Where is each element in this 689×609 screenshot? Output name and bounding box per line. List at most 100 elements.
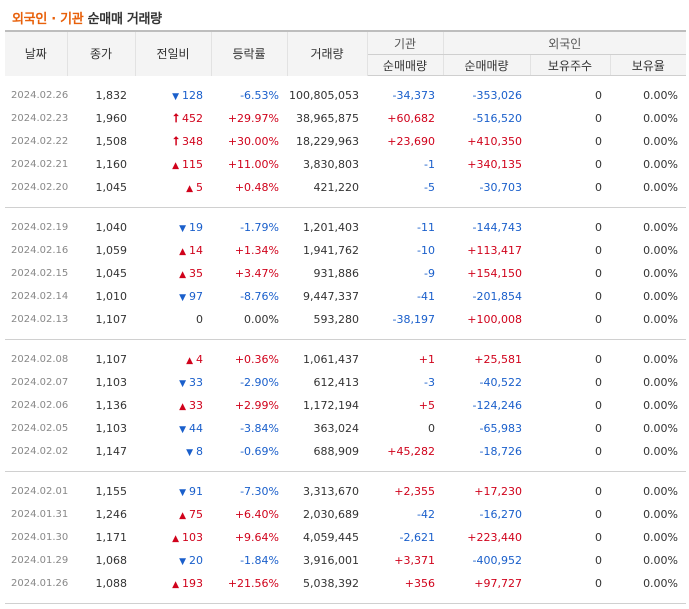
group-spacer — [5, 199, 686, 208]
row-date: 2024.02.13 — [11, 314, 69, 325]
group-divider — [5, 603, 687, 604]
row-change-value: 33 — [189, 399, 203, 412]
row-close: 1,832 — [95, 89, 128, 102]
row-foreign-shares: 0 — [595, 89, 602, 102]
row-close: 1,155 — [95, 485, 128, 498]
row-foreign-ratio: 0.00% — [643, 577, 679, 590]
row-close: 1,088 — [95, 577, 128, 590]
row-inst-net: +45,282 — [387, 445, 435, 458]
row-change-value: 44 — [189, 422, 203, 435]
row-rate: +2.99% — [234, 399, 279, 412]
row-foreign-ratio: 0.00% — [643, 554, 679, 567]
table-row: 2024.02.20 1,045 ▲ 5 +0.48% 421,220 -5 -30,703 0… — [5, 176, 686, 199]
row-date: 2024.02.06 — [11, 400, 69, 411]
row-date: 2024.02.23 — [11, 113, 69, 124]
row-change: ▲ 35 — [135, 262, 211, 285]
row-foreign-ratio: 0.00% — [643, 376, 679, 389]
row-close: 1,045 — [95, 181, 128, 194]
row-foreign-shares: 0 — [595, 353, 602, 366]
col-change: 전일비 — [135, 30, 212, 76]
row-foreign-shares: 0 — [595, 313, 602, 326]
row-inst-net: -34,373 — [392, 89, 435, 102]
row-foreign-shares: 0 — [595, 577, 602, 590]
group-spacer — [5, 463, 686, 472]
row-volume: 38,965,875 — [296, 112, 359, 125]
row-close: 1,246 — [95, 508, 128, 521]
row-foreign-net: -16,270 — [479, 508, 522, 521]
row-change: ▼ 44 — [135, 417, 211, 440]
row-inst-net: +356 — [404, 577, 435, 590]
row-date: 2024.02.01 — [11, 486, 69, 497]
row-foreign-net: -65,983 — [479, 422, 522, 435]
row-foreign-shares: 0 — [595, 531, 602, 544]
row-foreign-ratio: 0.00% — [643, 221, 679, 234]
table-row: 2024.02.08 1,107 ▲ 4 +0.36% 1,061,437 +1 +25,58… — [5, 348, 686, 371]
triangle-down-icon: ▼ — [179, 488, 186, 498]
row-change: ▲ 4 — [135, 348, 211, 371]
triangle-up-icon: ▲ — [172, 580, 179, 590]
row-foreign-shares: 0 — [595, 267, 602, 280]
row-volume: 363,024 — [313, 422, 360, 435]
row-close: 1,068 — [95, 554, 128, 567]
row-foreign-ratio: 0.00% — [643, 267, 679, 280]
row-foreign-ratio: 0.00% — [643, 485, 679, 498]
row-foreign-net: +154,150 — [467, 267, 522, 280]
col-foreign-shares: 보유주수 — [530, 54, 611, 76]
triangle-down-icon: ▼ — [179, 224, 186, 234]
row-change: ⭡ 348 — [135, 130, 211, 153]
triangle-down-icon: ▼ — [179, 293, 186, 303]
row-volume: 1,941,762 — [303, 244, 359, 257]
row-foreign-net: +223,440 — [467, 531, 522, 544]
row-inst-net: -2,621 — [399, 531, 435, 544]
row-change: ▼ 33 — [135, 371, 211, 394]
row-foreign-shares: 0 — [595, 244, 602, 257]
row-foreign-shares: 0 — [595, 376, 602, 389]
row-foreign-shares: 0 — [595, 221, 602, 234]
row-volume: 593,280 — [313, 313, 360, 326]
row-close: 1,103 — [95, 376, 128, 389]
row-date: 2024.02.15 — [11, 268, 69, 279]
row-change: ▲ 193 — [135, 572, 211, 595]
row-change-value: 5 — [196, 181, 203, 194]
row-date: 2024.01.31 — [11, 509, 69, 520]
row-inst-net: -9 — [424, 267, 435, 280]
upper-limit-arrow-icon: ⭡ — [173, 111, 179, 125]
row-change-value: 193 — [182, 577, 203, 590]
row-foreign-ratio: 0.00% — [643, 135, 679, 148]
row-change-value: 20 — [189, 554, 203, 567]
row-date: 2024.02.26 — [11, 90, 69, 101]
row-rate: -7.30% — [240, 485, 279, 498]
triangle-down-icon: ▼ — [179, 557, 186, 567]
row-change-value: 75 — [189, 508, 203, 521]
table-row: 2024.02.26 1,832 ▼ 128 -6.53% 100,805,053 -34,… — [5, 84, 686, 107]
table-row: 2024.01.29 1,068 ▼ 20 -1.84% 3,916,001 +3,371 -… — [5, 549, 686, 572]
row-change: ▼ 91 — [135, 480, 211, 503]
row-inst-net: +2,355 — [394, 485, 435, 498]
row-foreign-net: -144,743 — [472, 221, 522, 234]
row-foreign-shares: 0 — [595, 112, 602, 125]
row-rate: +21.56% — [227, 577, 279, 590]
row-change-value: 19 — [189, 221, 203, 234]
row-foreign-net: +113,417 — [467, 244, 522, 257]
upper-limit-arrow-icon: ⭡ — [173, 134, 179, 148]
row-close: 1,040 — [95, 221, 128, 234]
row-volume: 3,830,803 — [303, 158, 359, 171]
row-foreign-net: +340,135 — [467, 158, 522, 171]
row-inst-net: -5 — [424, 181, 435, 194]
triangle-up-icon: ▲ — [179, 270, 186, 280]
row-foreign-net: +17,230 — [474, 485, 522, 498]
row-date: 2024.02.21 — [11, 159, 69, 170]
triangle-up-icon: ▲ — [186, 184, 193, 194]
row-change-value: 4 — [196, 353, 203, 366]
row-change-value: 97 — [189, 290, 203, 303]
col-foreign-net: 순매매량 — [443, 54, 531, 76]
row-inst-net: +23,690 — [387, 135, 435, 148]
row-close: 1,010 — [95, 290, 128, 303]
row-foreign-net: -30,703 — [479, 181, 522, 194]
row-change-value: 348 — [182, 135, 203, 148]
row-close: 1,508 — [95, 135, 128, 148]
row-rate: -3.84% — [240, 422, 279, 435]
row-change-value: 35 — [189, 267, 203, 280]
row-foreign-net: +25,581 — [474, 353, 522, 366]
triangle-down-icon: ▼ — [179, 379, 186, 389]
